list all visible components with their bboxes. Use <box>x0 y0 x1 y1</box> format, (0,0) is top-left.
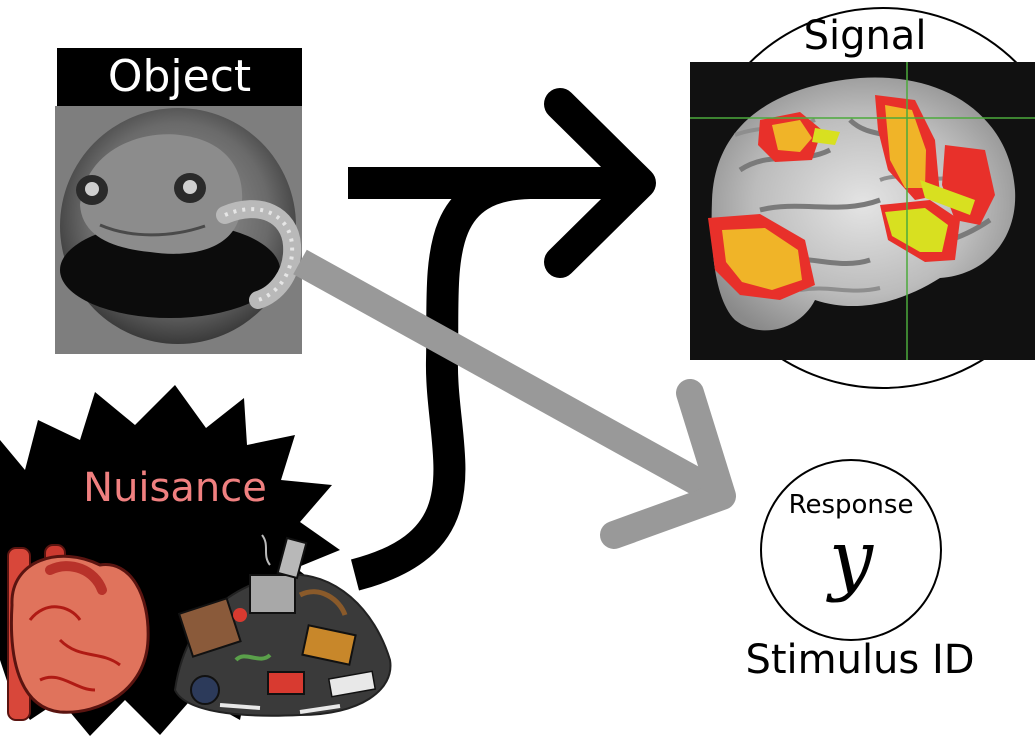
object-label: Object <box>57 48 302 106</box>
heart-icon <box>7 544 150 721</box>
junk-pile-icon <box>173 534 392 717</box>
salamander-photo <box>55 106 302 354</box>
nuisance-to-signal-arrow <box>350 167 600 591</box>
response-label: Response <box>788 490 914 520</box>
nuisance-label: Nuisance <box>83 465 267 511</box>
response-arrowhead <box>600 379 736 549</box>
object-to-response-arrow <box>293 249 719 503</box>
stimulus-id-label: Stimulus ID <box>745 637 975 683</box>
brain-fmri-scan <box>690 62 1035 360</box>
signal-label: Signal <box>803 13 927 59</box>
signal-arrowhead <box>544 88 656 278</box>
response-symbol: y <box>828 514 874 604</box>
response-node-circle <box>760 459 942 641</box>
